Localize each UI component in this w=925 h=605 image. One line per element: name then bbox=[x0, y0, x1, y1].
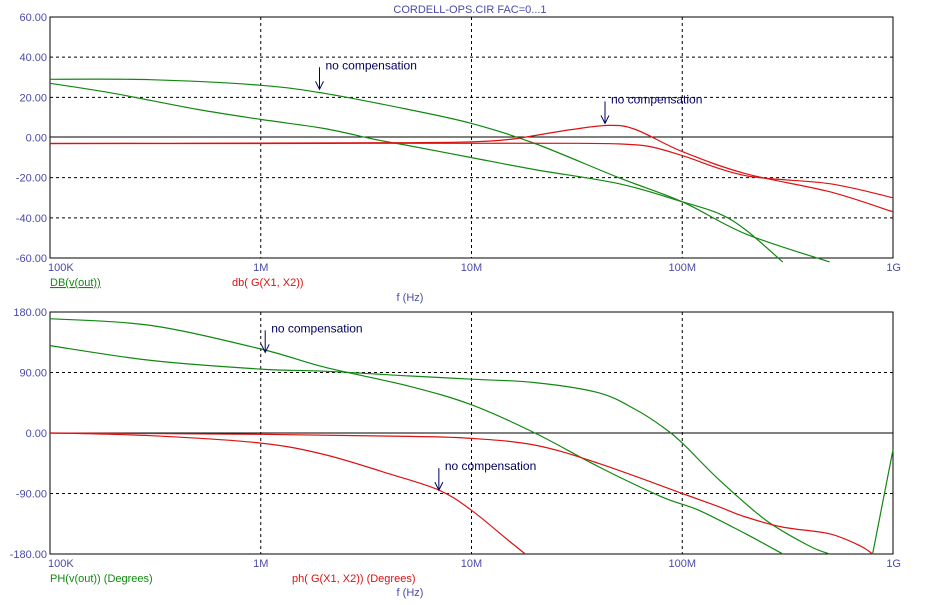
magnitude-y-tick-label: -60.00 bbox=[16, 253, 47, 265]
magnitude-annotation: no compensation bbox=[600, 92, 702, 125]
phase-series-line bbox=[49, 432, 526, 555]
phase-series-line bbox=[49, 432, 873, 555]
phase-annotations: no compensation no compensation bbox=[260, 321, 536, 492]
magnitude-legend-red: db( G(X1, X2)) bbox=[232, 277, 304, 289]
magnitude-plot: 60.00 40.00 20.00 0.00 -20.00 -40.00 -60.00 10… bbox=[16, 12, 901, 304]
phase-y-tick-label: -90.00 bbox=[16, 489, 47, 501]
phase-legend-red: ph( G(X1, X2)) (Degrees) bbox=[292, 573, 415, 585]
magnitude-y-tick-label: 60.00 bbox=[19, 12, 47, 24]
magnitude-x-tick-label: 100M bbox=[668, 262, 696, 274]
magnitude-series-line bbox=[49, 78, 830, 263]
phase-traces bbox=[49, 318, 894, 555]
magnitude-x-tick-label: 10M bbox=[461, 262, 482, 274]
magnitude-y-tick-label: 40.00 bbox=[19, 52, 47, 64]
phase-x-tick-label: 100K bbox=[48, 558, 74, 570]
magnitude-x-ticks: 100K 1M 10M 100M 1G bbox=[48, 262, 901, 274]
annotation-arrow-head bbox=[260, 344, 270, 354]
magnitude-y-tick-label: 20.00 bbox=[19, 92, 47, 104]
phase-x-axis-label: f (Hz) bbox=[397, 587, 424, 599]
magnitude-annotation: no compensation bbox=[315, 58, 417, 91]
window-title: CORDELL-OPS.CIR FAC=0...1 bbox=[393, 4, 546, 16]
phase-annotation: no compensation bbox=[260, 321, 363, 354]
phase-y-tick-label: 90.00 bbox=[19, 368, 47, 380]
phase-y-tick-label: 0.00 bbox=[26, 428, 47, 440]
magnitude-x-tick-label: 1G bbox=[886, 262, 901, 274]
annotation-arrow-head bbox=[315, 81, 324, 91]
phase-x-tick-label: 1G bbox=[886, 558, 901, 570]
magnitude-legend-green: DB(v(out)) bbox=[50, 277, 101, 289]
phase-series-line bbox=[49, 345, 830, 555]
magnitude-y-ticks: 60.00 40.00 20.00 0.00 -20.00 -40.00 -60.00 bbox=[16, 12, 47, 265]
annotation-label: no compensation bbox=[611, 92, 702, 106]
phase-y-tick-label: 180.00 bbox=[13, 307, 47, 319]
magnitude-y-tick-label: -20.00 bbox=[16, 173, 47, 185]
phase-x-tick-label: 100M bbox=[668, 558, 696, 570]
magnitude-annotations: no compensation no compensation bbox=[315, 58, 702, 125]
phase-x-ticks: 100K 1M 10M 100M 1G bbox=[48, 558, 901, 570]
phase-x-tick-label: 1M bbox=[253, 558, 268, 570]
phase-x-tick-label: 10M bbox=[461, 558, 482, 570]
annotation-label: no compensation bbox=[271, 321, 362, 335]
magnitude-traces bbox=[49, 78, 894, 263]
annotation-label: no compensation bbox=[445, 459, 536, 473]
phase-legend-green: PH(v(out)) (Degrees) bbox=[50, 573, 153, 585]
magnitude-y-tick-label: -40.00 bbox=[16, 213, 47, 225]
magnitude-x-axis-label: f (Hz) bbox=[397, 292, 424, 304]
magnitude-series-line bbox=[49, 82, 784, 263]
annotation-arrow-head bbox=[434, 481, 444, 492]
magnitude-y-tick-label: 0.00 bbox=[26, 133, 47, 145]
magnitude-plot-frame bbox=[49, 16, 894, 259]
phase-annotation: no compensation bbox=[434, 459, 536, 492]
magnitude-grid bbox=[50, 17, 893, 258]
annotation-label: no compensation bbox=[325, 58, 416, 72]
phase-series-line bbox=[872, 449, 894, 555]
annotation-arrow-head bbox=[600, 115, 610, 125]
magnitude-x-tick-label: 100K bbox=[48, 262, 74, 274]
phase-y-ticks: 180.00 90.00 0.00 -90.00 -180.00 bbox=[10, 307, 47, 561]
magnitude-series-line bbox=[49, 142, 894, 199]
phase-series-line bbox=[49, 318, 784, 555]
phase-y-tick-label: -180.00 bbox=[10, 549, 47, 561]
magnitude-x-tick-label: 1M bbox=[253, 262, 268, 274]
